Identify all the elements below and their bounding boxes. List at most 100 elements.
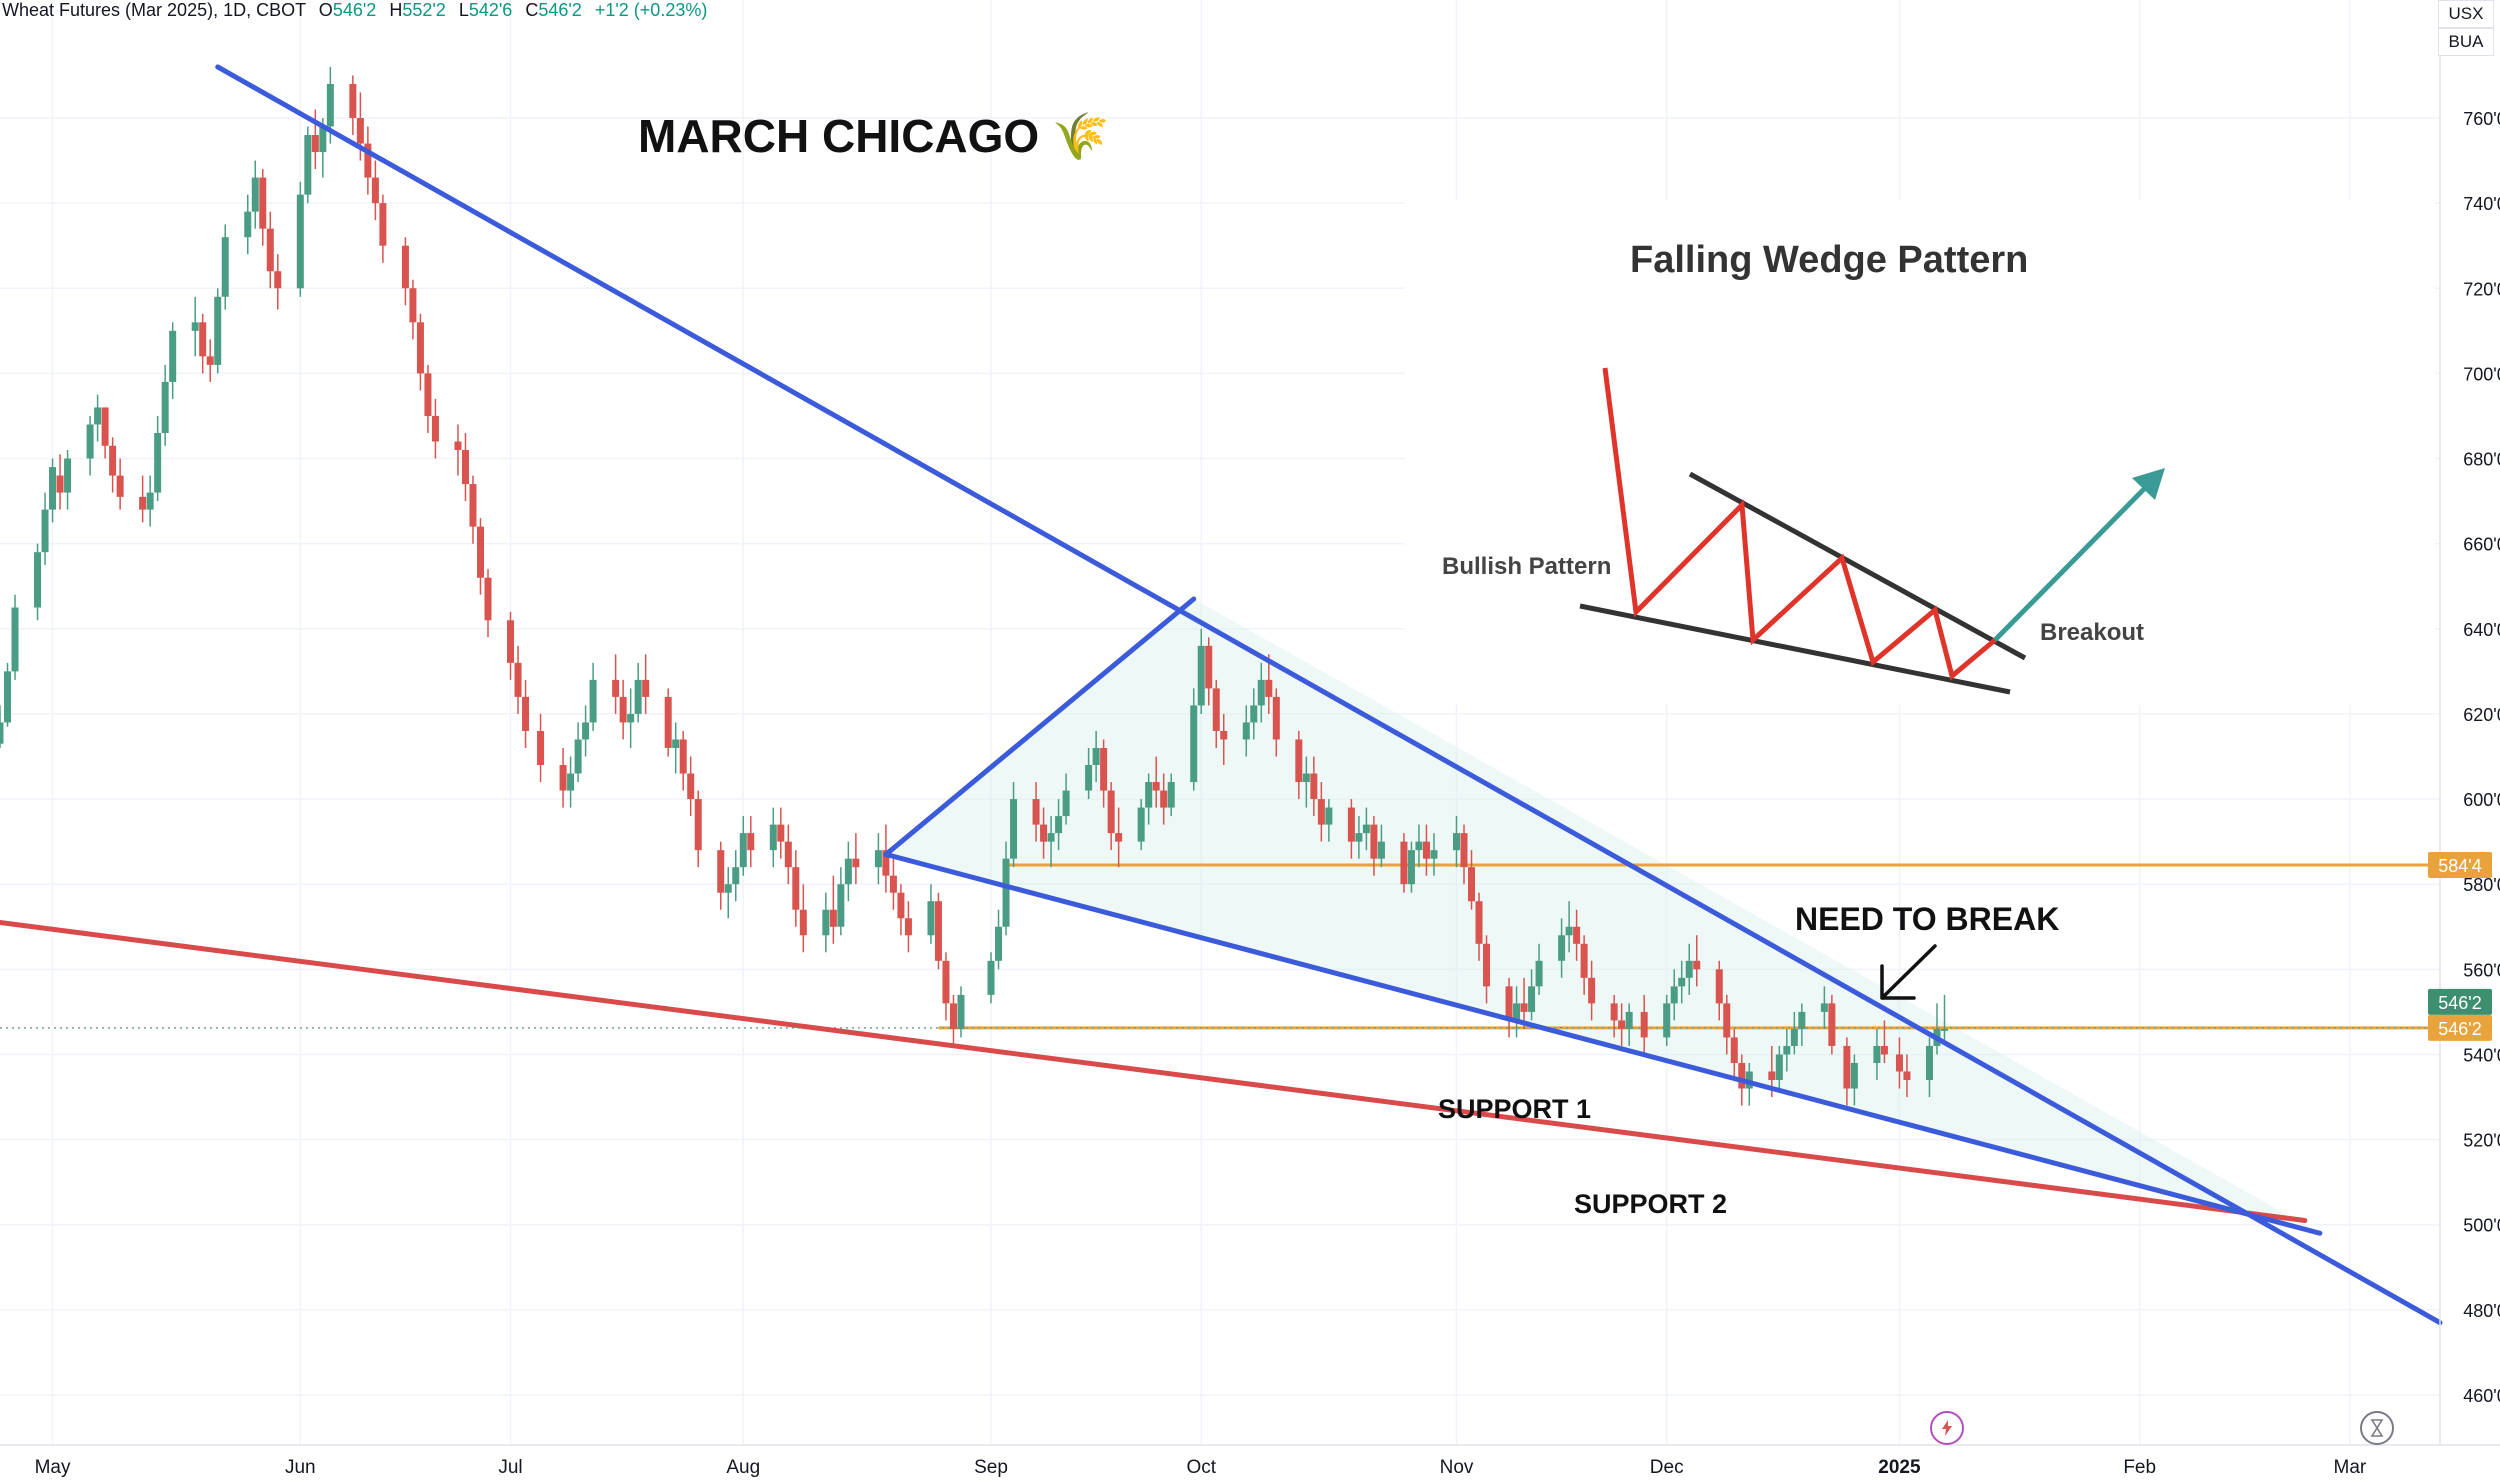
candle-body[interactable] [1483, 943, 1491, 987]
candle-body[interactable] [1347, 807, 1355, 842]
candle-body[interactable] [784, 841, 792, 868]
candle-body[interactable] [874, 850, 882, 868]
candle-body[interactable] [1828, 1003, 1836, 1046]
candle-body[interactable] [86, 424, 94, 459]
candle-body[interactable] [987, 960, 995, 995]
candle-body[interactable] [469, 484, 477, 527]
candle-body[interactable] [619, 696, 627, 723]
candle-body[interactable] [792, 867, 800, 910]
candle-body[interactable] [672, 739, 680, 748]
candle-body[interactable] [1452, 833, 1460, 851]
candle-body[interactable] [1580, 943, 1588, 978]
candle-body[interactable] [94, 407, 102, 425]
candle-body[interactable] [1610, 1003, 1618, 1021]
candle-body[interactable] [1100, 747, 1108, 791]
trendline-wedge-left-edge[interactable] [883, 596, 1197, 857]
candle-body[interactable] [1415, 841, 1423, 851]
candle-body[interactable] [1250, 705, 1258, 723]
candle-body[interactable] [319, 126, 327, 153]
candle-body[interactable] [934, 901, 942, 961]
candle-body[interactable] [1670, 986, 1678, 1004]
candle-body[interactable] [244, 211, 252, 238]
candle-body[interactable] [356, 118, 364, 144]
candle-body[interactable] [1730, 1037, 1738, 1063]
candle-body[interactable] [139, 496, 147, 510]
candle-body[interactable] [1783, 1045, 1791, 1055]
candle-body[interactable] [1468, 867, 1476, 902]
candle-body[interactable] [1152, 782, 1160, 791]
candle-body[interactable] [41, 509, 49, 553]
candle-body[interactable] [1212, 688, 1220, 731]
candle-body[interactable] [559, 765, 567, 791]
candle-body[interactable] [1160, 790, 1168, 808]
candle-body[interactable] [379, 203, 387, 246]
candle-body[interactable] [1197, 645, 1205, 706]
trendline-support-2[interactable] [0, 920, 2308, 1223]
candle-body[interactable] [589, 679, 597, 723]
candle-body[interactable] [1062, 790, 1070, 817]
candle-body[interactable] [1565, 926, 1573, 936]
candle-body[interactable] [1010, 799, 1018, 859]
candle-body[interactable] [627, 713, 635, 723]
candle-body[interactable] [311, 135, 319, 153]
candle-body[interactable] [897, 892, 905, 919]
candle-body[interactable] [679, 739, 687, 774]
candle-body[interactable] [777, 824, 785, 842]
candle-body[interactable] [724, 884, 732, 893]
candle-body[interactable] [1137, 807, 1145, 842]
trendline-wedge-upper[interactable] [215, 64, 2443, 1326]
candle-body[interactable] [1295, 739, 1303, 783]
candle-body[interactable] [0, 722, 4, 744]
candle-body[interactable] [1190, 705, 1198, 783]
candle-body[interactable] [664, 696, 672, 748]
candle-body[interactable] [882, 850, 890, 876]
candle-body[interactable] [1873, 1045, 1881, 1063]
candle-body[interactable] [687, 773, 695, 800]
candle-body[interactable] [1092, 747, 1100, 766]
candle-body[interactable] [1220, 730, 1228, 740]
candle-body[interactable] [1370, 824, 1378, 859]
lightning-icon[interactable] [1930, 1411, 1964, 1445]
candle-body[interactable] [1640, 1011, 1648, 1038]
candle-body[interactable] [1843, 1045, 1851, 1089]
candle-body[interactable] [424, 373, 432, 416]
candle-body[interactable] [1085, 765, 1093, 791]
candle-body[interactable] [1242, 722, 1250, 740]
candle-body[interactable] [1205, 645, 1213, 689]
candle-body[interactable] [1715, 969, 1723, 1004]
candle-body[interactable] [1265, 679, 1273, 697]
candle-body[interactable] [461, 450, 469, 485]
candle-body[interactable] [1880, 1045, 1888, 1055]
candle-body[interactable] [1115, 833, 1123, 842]
candle-body[interactable] [371, 177, 379, 204]
quantity-unit[interactable]: BUA [2438, 28, 2494, 56]
candle-body[interactable] [64, 458, 72, 493]
candle-body[interactable] [1047, 833, 1055, 842]
candle-body[interactable] [1693, 960, 1701, 970]
candle-body[interactable] [1775, 1054, 1783, 1081]
candle-body[interactable] [34, 552, 42, 608]
candle-body[interactable] [1520, 1003, 1528, 1012]
candle-body[interactable] [514, 662, 522, 697]
candle-body[interactable] [1145, 782, 1153, 808]
candle-body[interactable] [1055, 816, 1063, 834]
candle-body[interactable] [1407, 850, 1415, 885]
candle-body[interactable] [1820, 1003, 1828, 1012]
candle-body[interactable] [1377, 841, 1385, 859]
candle-body[interactable] [522, 696, 530, 731]
candle-body[interactable] [732, 867, 740, 885]
candle-body[interactable] [1505, 986, 1513, 1021]
candle-body[interactable] [1032, 799, 1040, 825]
candle-body[interactable] [1475, 901, 1483, 944]
candle-body[interactable] [942, 960, 950, 1004]
candle-body[interactable] [101, 407, 109, 446]
candle-body[interactable] [56, 475, 64, 493]
candle-body[interactable] [296, 194, 304, 289]
candle-body[interactable] [1738, 1062, 1746, 1089]
candle-body[interactable] [537, 730, 545, 766]
candle-body[interactable] [431, 415, 439, 442]
candle-body[interactable] [116, 475, 124, 497]
candle-body[interactable] [109, 445, 117, 476]
